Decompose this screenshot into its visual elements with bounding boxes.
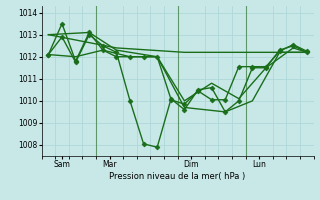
- X-axis label: Pression niveau de la mer( hPa ): Pression niveau de la mer( hPa ): [109, 172, 246, 181]
